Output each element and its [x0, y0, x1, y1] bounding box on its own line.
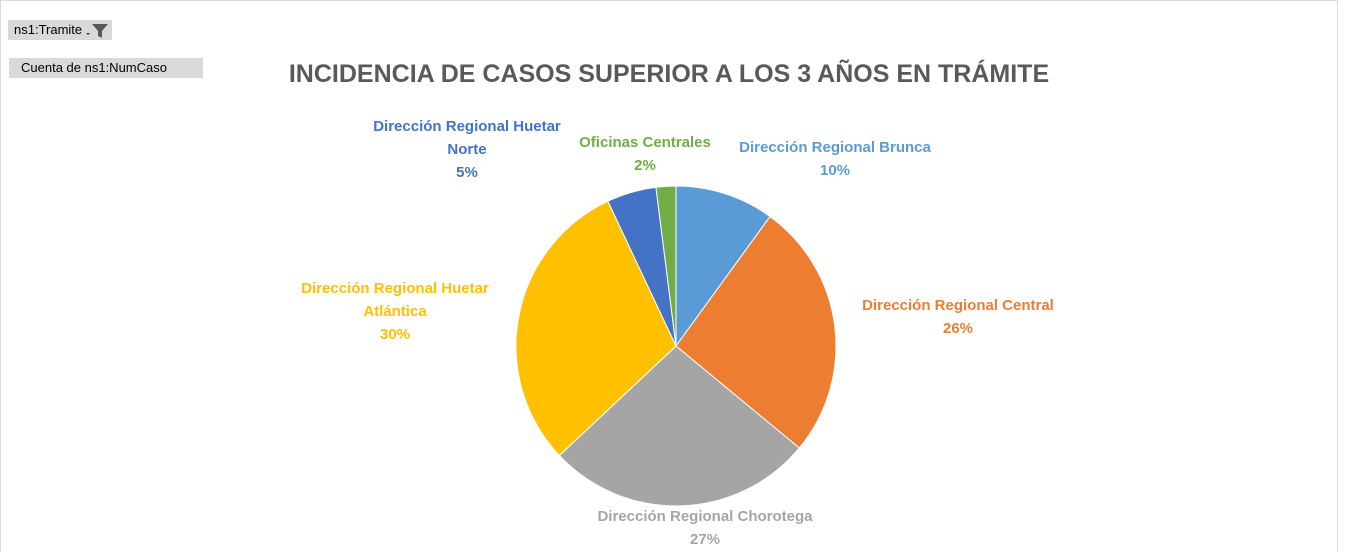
pie-slice: [515, 200, 677, 457]
value-label: 5%: [456, 164, 478, 181]
category-label: Dirección Regional Brunca: [739, 139, 931, 156]
slice-label: Oficinas Centrales 2%: [545, 131, 745, 177]
filter-icon: [86, 24, 109, 38]
slice-label: Dirección Regional Central 26%: [828, 294, 1088, 340]
category-label: Dirección Regional Central: [862, 297, 1054, 314]
slice-label: Dirección Regional Chorotega 27%: [555, 505, 855, 551]
slice-label: Dirección Regional Brunca 10%: [705, 136, 965, 182]
pie-slice: [655, 185, 677, 347]
slice-label: Dirección Regional Huetar Atlántica 30%: [283, 277, 508, 346]
pie-slice: [675, 215, 837, 449]
value-label: 10%: [819, 162, 851, 179]
category-label: Dirección Regional Huetar Norte: [373, 118, 561, 158]
pie-slice: [558, 345, 800, 507]
chart-title: INCIDENCIA DE CASOS SUPERIOR A LOS 3 AÑO…: [288, 60, 1050, 88]
pie-slice: [675, 185, 771, 348]
value-label: 26%: [942, 320, 974, 337]
filter-field: ns1:Tramite: [14, 22, 83, 37]
slice-label: Dirección Regional Huetar Norte 5%: [367, 115, 567, 184]
category-label: Dirección Regional Huetar Atlántica: [301, 280, 489, 320]
category-label: Dirección Regional Chorotega: [597, 508, 813, 525]
filter-button[interactable]: ns1:Tramite: [8, 20, 113, 40]
value-label: 2%: [634, 157, 656, 174]
value-label: 30%: [379, 326, 411, 343]
value-field-button[interactable]: Cuenta de ns1:NumCaso: [9, 58, 203, 78]
category-label: Oficinas Centrales: [579, 134, 711, 151]
value-label: 27%: [689, 531, 721, 548]
